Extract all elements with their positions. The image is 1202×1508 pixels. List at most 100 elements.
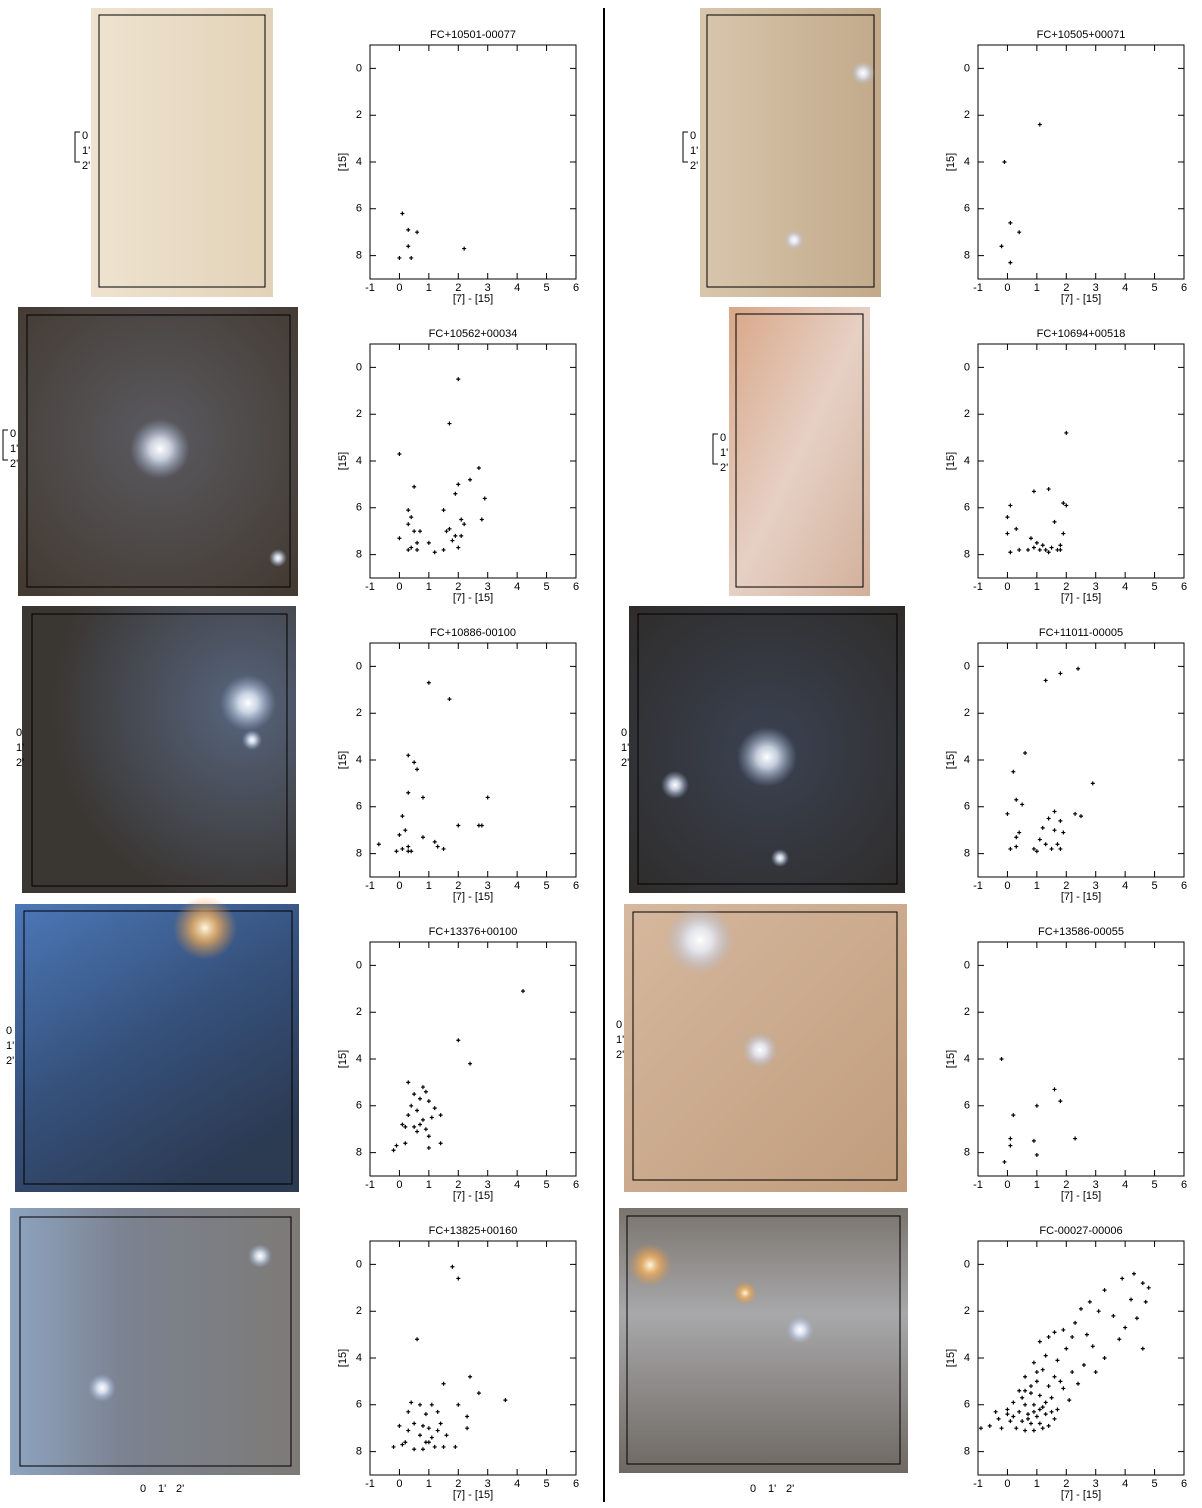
data-point	[1008, 503, 1013, 508]
data-point	[420, 1423, 425, 1428]
data-point	[415, 230, 420, 235]
data-point	[435, 844, 440, 849]
data-point	[418, 1122, 423, 1127]
x-tick-label: 2	[455, 1179, 461, 1191]
data-point	[412, 1092, 417, 1097]
data-point	[406, 849, 411, 854]
data-point	[1011, 1113, 1016, 1118]
x-axis-label: [7] - [15]	[1061, 1489, 1101, 1501]
plot-frame	[977, 1240, 1185, 1476]
data-point	[444, 1433, 449, 1438]
y-tick-label: 8	[356, 1446, 362, 1458]
data-point	[444, 529, 449, 534]
data-point	[1017, 1409, 1022, 1414]
data-point	[426, 540, 431, 545]
sky-image	[15, 904, 299, 1192]
data-point	[1046, 816, 1051, 821]
data-point	[1055, 1358, 1060, 1363]
chart-title: FC+11011-00005	[1039, 627, 1123, 639]
data-point	[1037, 1421, 1042, 1426]
data-point	[459, 517, 464, 522]
data-point	[412, 529, 417, 534]
data-point	[999, 244, 1004, 249]
data-point	[1005, 1412, 1010, 1417]
plot-frame	[369, 642, 577, 878]
plot-frame	[977, 343, 1185, 579]
data-point	[456, 482, 461, 487]
data-point	[1014, 835, 1019, 840]
data-point	[1093, 1370, 1098, 1375]
data-point	[409, 1103, 414, 1108]
data-point	[397, 1423, 402, 1428]
data-point	[1040, 1426, 1045, 1431]
star	[784, 230, 804, 250]
image-frame	[26, 314, 291, 588]
data-point	[1017, 547, 1022, 552]
data-point	[420, 795, 425, 800]
nebula	[220, 675, 276, 731]
data-point	[1076, 1381, 1081, 1386]
data-point	[1102, 1288, 1107, 1293]
x-tick-label: -1	[365, 1478, 375, 1490]
scale-label: 1'	[10, 443, 18, 455]
x-tick-label: -1	[973, 1179, 983, 1191]
data-point	[412, 484, 417, 489]
image-frame	[735, 313, 864, 588]
data-point	[485, 795, 490, 800]
data-point	[1034, 849, 1039, 854]
x-tick-label: 5	[544, 282, 550, 294]
scale-label: 0	[6, 1025, 12, 1037]
data-point	[1040, 1405, 1045, 1410]
x-tick-label: 2	[455, 581, 461, 593]
data-point	[1146, 1285, 1151, 1290]
data-point	[1070, 1334, 1075, 1339]
data-point	[426, 1440, 431, 1445]
data-point	[1017, 830, 1022, 835]
data-point	[403, 828, 408, 833]
data-point	[1043, 1400, 1048, 1405]
data-point	[1084, 1332, 1089, 1337]
sky-image	[729, 307, 870, 596]
data-point	[418, 529, 423, 534]
data-point	[453, 533, 458, 538]
scale-label: 2'	[10, 458, 18, 470]
y-tick-label: 4	[964, 1352, 970, 1364]
y-axis-label: [15]	[945, 751, 957, 769]
data-point	[450, 538, 455, 543]
y-axis-label: [15]	[337, 452, 349, 470]
scatter-chart: FC+13376+00100 [7] - [15] [15] -1 0 1 2 3 4 5 6 0 2 4…	[337, 926, 579, 1202]
scale-label: 2'	[690, 160, 698, 172]
x-tick-label: 0	[396, 581, 402, 593]
y-tick-label: 8	[964, 1147, 970, 1159]
scale-bracket	[712, 433, 718, 465]
data-point	[418, 1433, 423, 1438]
data-point	[1073, 1136, 1078, 1141]
data-point	[1052, 519, 1057, 524]
x-tick-label: 0	[396, 880, 402, 892]
x-tick-label: 4	[1122, 282, 1128, 294]
x-tick-label: 6	[573, 1179, 579, 1191]
data-point	[435, 1409, 440, 1414]
data-point	[450, 1264, 455, 1269]
x-tick-label: 0	[1004, 1478, 1010, 1490]
data-point	[1129, 1297, 1134, 1302]
data-point	[1040, 1367, 1045, 1372]
star	[661, 771, 689, 799]
data-point	[1026, 547, 1031, 552]
x-tick-label: 6	[573, 282, 579, 294]
data-point	[1040, 825, 1045, 830]
data-point	[397, 255, 402, 260]
data-point	[1117, 1337, 1122, 1342]
data-point	[479, 823, 484, 828]
data-point	[1031, 1428, 1036, 1433]
data-point	[415, 1337, 420, 1342]
x-tick-label: 2	[1063, 581, 1069, 593]
y-tick-label: 2	[356, 408, 362, 420]
data-point	[482, 496, 487, 501]
data-point	[435, 1428, 440, 1433]
data-point	[1011, 1414, 1016, 1419]
scatter-chart: FC+10501-00077 [7] - [15] [15] -1 0 1 2 3 4 5 6 0 2 4…	[337, 29, 579, 305]
data-point	[1073, 811, 1078, 816]
chart-title: FC+10694+00518	[1037, 328, 1126, 340]
data-point	[1052, 828, 1057, 833]
